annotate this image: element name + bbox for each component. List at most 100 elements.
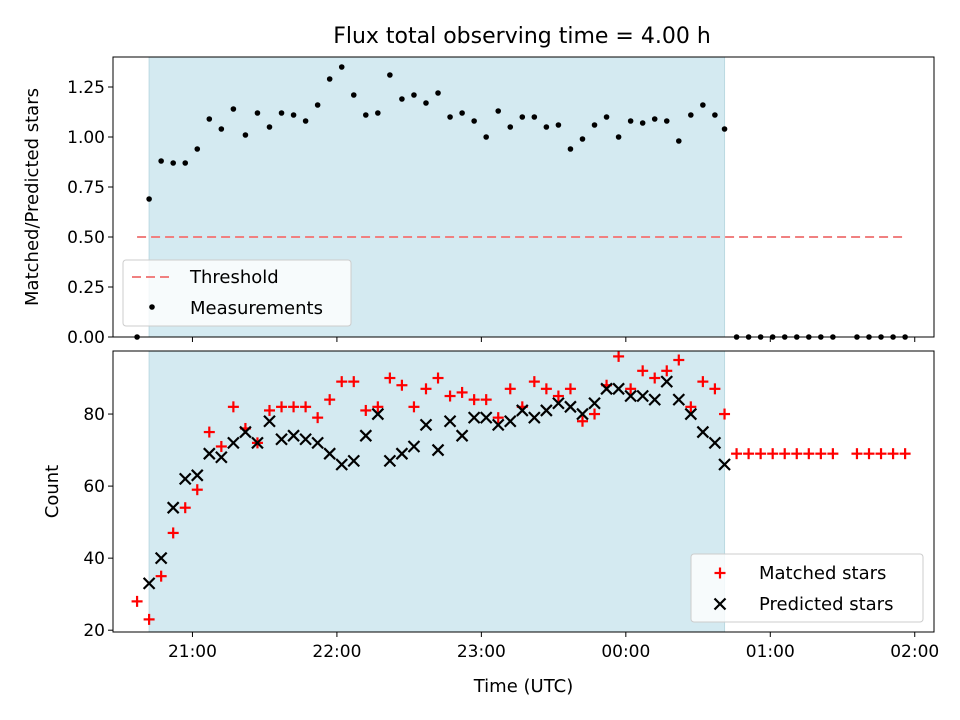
matched-star-point (143, 613, 155, 625)
matched-star-point (227, 401, 239, 413)
legend-predicted-label: Predicted stars (759, 594, 893, 615)
predicted-star-point (600, 382, 613, 396)
matched-star-point (661, 365, 673, 377)
measurement-point (651, 116, 658, 122)
predicted-star-point (407, 440, 421, 453)
measurement-point (543, 124, 550, 130)
bottom-y-axis-label: Count (42, 465, 63, 518)
matched-star-point (348, 376, 360, 388)
measurement-point (266, 124, 273, 130)
measurement-point (387, 72, 393, 78)
matched-star-point (576, 415, 588, 427)
predicted-star-point (718, 458, 731, 471)
top-legend-box (122, 259, 352, 327)
predicted-star-point (311, 436, 324, 450)
matched-star-point (155, 570, 167, 582)
measurement-point (146, 196, 152, 202)
bottom-y-tick-label: 60 (83, 477, 105, 497)
count-points (131, 350, 911, 625)
measurement-point (712, 112, 718, 118)
bottom-x-tick-label: 23:00 (457, 642, 506, 662)
predicted-star-point (696, 425, 710, 439)
measurement-point (567, 146, 574, 152)
bottom-x-tick-label: 21:00 (168, 642, 217, 662)
bottom-y-tick-label: 80 (83, 405, 105, 425)
bottom-legend-box (690, 553, 924, 623)
predicted-star-point (528, 411, 541, 424)
bottom-x-tick-label: 00:00 (601, 642, 650, 662)
matched-star-point (215, 440, 227, 452)
predicted-star-point (708, 436, 722, 450)
matched-star-point (360, 404, 372, 416)
measurement-point (230, 106, 237, 112)
predicted-star-point (239, 425, 252, 439)
matched-star-point (625, 383, 637, 395)
measurement-point (254, 110, 261, 116)
matched-star-point (863, 448, 875, 460)
matched-star-point (779, 448, 791, 460)
measurement-point (278, 110, 285, 116)
matched-star-point (815, 448, 827, 460)
bottom-axes-frame (112, 350, 935, 633)
top-axes-frame (112, 56, 935, 338)
legend-matched-swatch (714, 567, 726, 579)
predicted-star-point (299, 432, 312, 446)
matched-star-point (324, 394, 336, 406)
bottom-x-tick-label: 01:00 (746, 642, 795, 662)
matched-star-point (456, 386, 468, 398)
top-y-tick-label: 0.75 (67, 178, 105, 198)
matched-star-point (396, 379, 408, 391)
predicted-star-point (359, 429, 373, 442)
matched-star-point (791, 448, 803, 460)
predicted-star-point (455, 429, 469, 442)
predicted-star-point (672, 393, 686, 406)
legend-matched-label: Matched stars (759, 563, 886, 584)
matched-star-point (767, 448, 779, 460)
measurement-points (134, 64, 908, 340)
predicted-star-point (227, 436, 240, 450)
matched-star-point (480, 394, 492, 406)
matched-star-point (649, 372, 661, 384)
legend-plus-glyph (714, 567, 726, 579)
predicted-star-point (383, 454, 397, 468)
measurement-point (242, 132, 249, 138)
matched-star-point (719, 408, 731, 420)
predicted-star-point (503, 414, 517, 428)
predicted-star-point (419, 418, 433, 432)
measurement-point (170, 160, 176, 166)
predicted-star-point (648, 393, 661, 406)
bottom-x-tick-label: 22:00 (312, 642, 361, 662)
predicted-star-point (166, 501, 180, 514)
measurement-point (314, 102, 321, 108)
legend-predicted-swatch (713, 597, 727, 611)
measurement-point (531, 114, 538, 120)
matched-star-point (887, 448, 899, 460)
matched-star-point (827, 448, 839, 460)
matched-star-point (372, 401, 384, 413)
top-y-ticks: 0.00 0.25 0.50 0.75 1.00 1.25 (67, 78, 113, 348)
predicted-star-point (347, 454, 361, 468)
measurement-point (447, 114, 453, 120)
chart-title: Flux total observing time = 4.00 h (333, 24, 711, 49)
matched-star-point (540, 383, 552, 395)
top-y-tick-label: 1.25 (67, 78, 105, 98)
matched-star-point (673, 354, 685, 366)
measurement-point (507, 124, 514, 130)
matched-star-point (203, 426, 215, 438)
top-legend: Threshold Measurements (122, 259, 352, 327)
measurement-point (627, 118, 634, 124)
matched-star-point (131, 595, 143, 607)
matched-star-point (552, 390, 564, 402)
measurement-point (639, 120, 646, 126)
predicted-star-point (588, 396, 601, 410)
matched-star-point (191, 484, 203, 496)
legend-threshold-label: Threshold (189, 267, 279, 288)
measurement-point (688, 112, 694, 118)
predicted-star-point (371, 407, 385, 421)
measurement-point (375, 110, 381, 116)
predicted-star-point (443, 414, 457, 428)
measurement-point (302, 118, 309, 124)
predicted-star-point (190, 469, 204, 482)
bottom-legend: Matched stars Predicted stars (690, 553, 924, 623)
